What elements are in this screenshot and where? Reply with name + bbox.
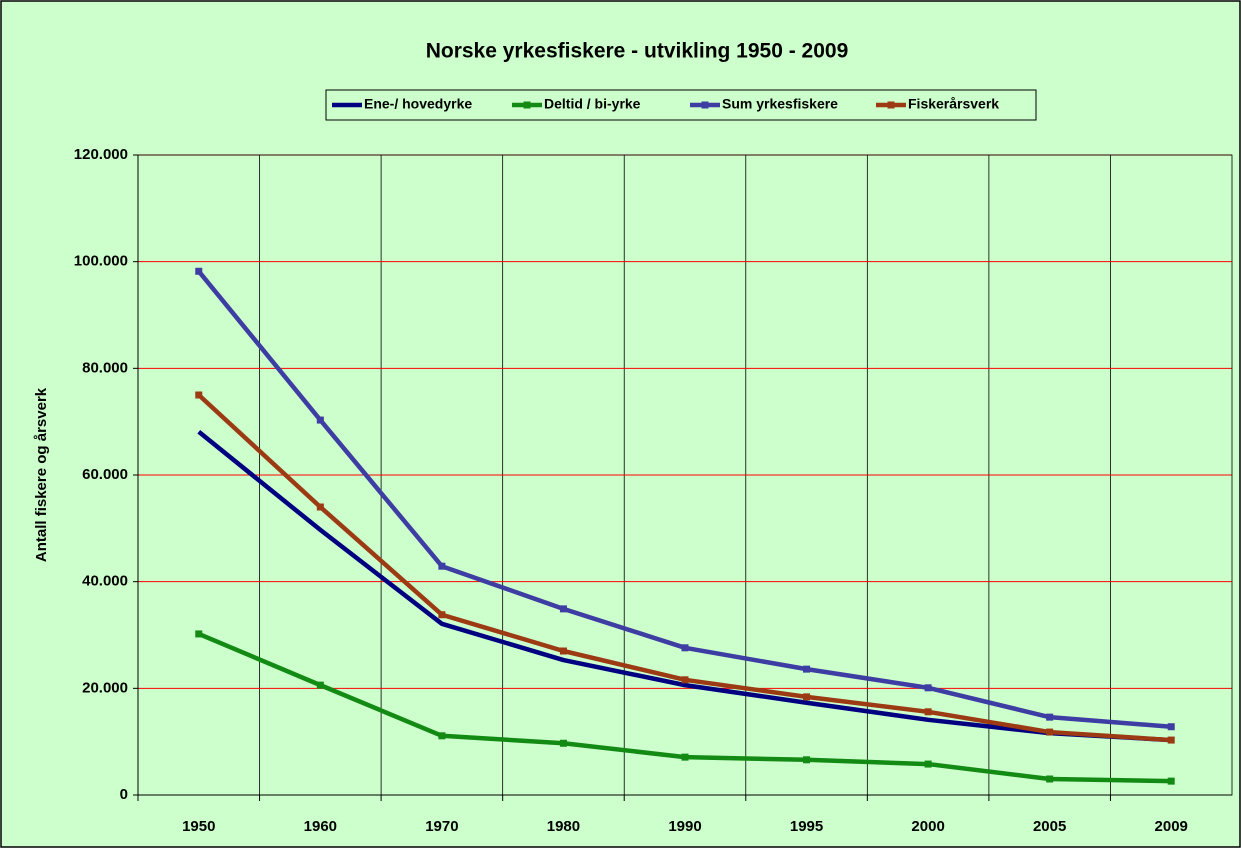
series-line [197,430,1172,743]
series-marker [803,693,811,701]
x-tick-label: 2000 [911,818,944,835]
y-tick-label: 0 [120,786,128,803]
x-tick-label: 1950 [182,818,215,835]
chart-title: Norske yrkesfiskere - utvikling 1950 - 2… [426,40,849,63]
series-marker [1167,777,1175,785]
series-marker [681,644,689,652]
x-tick-label: 1970 [425,818,458,835]
legend-label: Fiskerårsverk [908,96,999,112]
series-marker [1167,736,1175,744]
legend-label: Sum yrkesfiskere [722,96,838,112]
y-tick-label: 40.000 [82,573,128,590]
legend-marker [887,101,895,109]
series-marker [316,416,324,424]
x-tick-label: 2009 [1155,818,1188,835]
y-tick-label: 20.000 [82,679,128,696]
series-marker [1046,775,1054,783]
series-marker [438,611,446,619]
series-marker [681,676,689,684]
series-marker [924,708,932,716]
plot-border [137,154,1233,796]
y-axis-label: Antall fiskere og årsverk [33,387,50,562]
series-marker [438,562,446,570]
y-tick-label: 100.000 [74,253,128,270]
y-tick-label: 80.000 [82,359,128,376]
series-marker [195,267,203,275]
x-tick-label: 1995 [790,818,823,835]
series-marker [681,753,689,761]
series-marker [559,647,567,655]
series-marker [559,605,567,613]
y-tick-label: 120.000 [74,146,128,163]
series-marker [316,503,324,511]
series-marker [924,684,932,692]
legend-label: Ene-/ hovedyrke [364,96,472,112]
series-marker [195,630,203,638]
y-tick-label: 60.000 [82,466,128,483]
legend-label: Deltid / bi-yrke [544,96,641,112]
series-marker [924,760,932,768]
series-marker [803,665,811,673]
x-tick-label: 1960 [304,818,337,835]
x-tick-label: 2005 [1033,818,1066,835]
x-tick-label: 1990 [668,818,701,835]
series-marker [195,391,203,399]
series-marker [559,739,567,747]
legend-box [325,89,1037,121]
series-marker [438,732,446,740]
series-marker [1046,713,1054,721]
series-marker [316,681,324,689]
series-marker [1046,728,1054,736]
series-marker [1167,723,1175,731]
x-tick-label: 1980 [547,818,580,835]
legend-marker [523,101,531,109]
series-marker [803,756,811,764]
legend-marker [701,101,709,109]
